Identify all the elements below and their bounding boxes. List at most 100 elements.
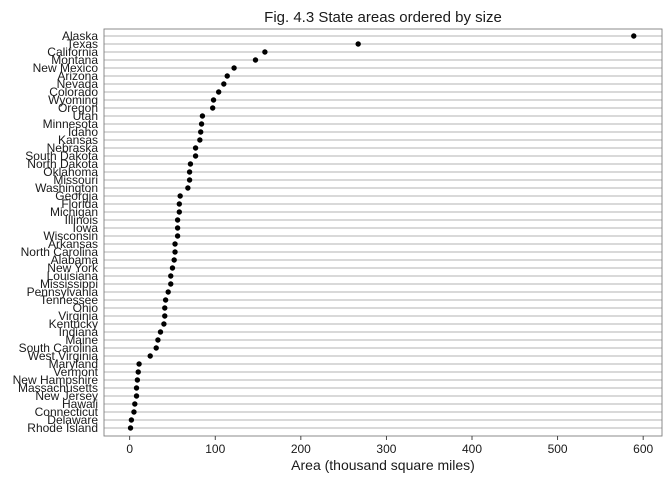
y-tick-label: Colorado <box>49 85 98 99</box>
data-point <box>136 361 142 367</box>
data-point <box>176 209 183 215</box>
data-point <box>174 225 181 231</box>
data-point <box>221 81 227 87</box>
y-tick-label: Florida <box>61 197 98 211</box>
y-tick-label: Washington <box>35 181 98 195</box>
data-points <box>127 33 637 431</box>
data-point <box>224 73 230 79</box>
y-tick-label: Illinois <box>65 213 98 227</box>
y-tick-label: Texas <box>67 37 98 51</box>
y-tick-label: Hawaii <box>62 397 98 411</box>
data-point <box>174 233 181 239</box>
grid-layer <box>104 35 662 429</box>
data-point <box>147 353 153 359</box>
data-point <box>162 297 169 303</box>
x-tick-label: 500 <box>548 442 568 456</box>
y-tick-label: Louisiana <box>47 269 99 283</box>
data-point <box>177 193 183 199</box>
data-point <box>133 385 140 391</box>
data-point <box>153 345 159 351</box>
y-tick-label: New Hampshire <box>13 373 99 387</box>
data-point <box>174 217 181 223</box>
data-point <box>209 105 216 111</box>
data-point <box>165 289 171 295</box>
y-tick-label: Arizona <box>57 69 98 83</box>
y-tick-label: Kansas <box>58 133 98 147</box>
data-point <box>132 401 138 407</box>
data-point <box>157 329 164 335</box>
y-tick-label: Minnesota <box>43 117 99 131</box>
data-point <box>192 145 199 151</box>
data-point <box>128 417 135 423</box>
x-tick-label: 0 <box>126 442 133 456</box>
data-point <box>355 41 361 47</box>
y-tick-label: Massachusetts <box>18 381 98 395</box>
x-tick-label: 600 <box>633 442 653 456</box>
y-tick-label: Oregon <box>58 101 98 115</box>
y-tick-label: Oklahoma <box>43 165 98 179</box>
data-point <box>127 425 134 431</box>
y-tick-label: Wyoming <box>48 93 98 107</box>
y-tick-label: Alaska <box>62 29 98 43</box>
data-point <box>134 377 141 383</box>
y-tick-label: Maryland <box>49 357 98 371</box>
data-point <box>187 161 194 167</box>
data-point <box>262 49 268 55</box>
y-tick-label: New York <box>47 261 99 275</box>
y-tick-label: South Dakota <box>25 149 98 163</box>
y-tick-label: Vermont <box>53 365 98 379</box>
y-tick-label: West Virginia <box>28 349 99 363</box>
x-tick-label: 400 <box>462 442 482 456</box>
data-point <box>198 121 205 127</box>
data-point <box>176 201 183 207</box>
y-tick-label: Iowa <box>73 221 99 235</box>
y-tick-label: North Carolina <box>21 245 99 259</box>
data-point <box>168 281 174 287</box>
data-point <box>172 249 178 255</box>
data-point <box>131 409 137 415</box>
data-point <box>199 113 206 119</box>
y-tick-label: Utah <box>73 109 98 123</box>
y-tick-label: North Dakota <box>27 157 98 171</box>
y-tick-label: Indiana <box>59 325 99 339</box>
data-point <box>162 313 168 319</box>
plot-panel <box>103 28 663 437</box>
data-point <box>135 369 141 375</box>
data-point <box>231 65 237 71</box>
data-point <box>162 305 168 311</box>
y-tick-label: Mississippi <box>40 277 98 291</box>
y-tick-label: Wisconsin <box>43 229 98 243</box>
data-point <box>215 89 222 95</box>
x-tick-label: 100 <box>205 442 225 456</box>
data-point <box>631 33 637 39</box>
x-axis: 0 100 200 300 400 500 600 <box>126 436 654 456</box>
data-point <box>192 153 199 159</box>
y-tick-label: New Jersey <box>35 389 98 403</box>
data-point <box>197 137 203 143</box>
y-tick-label: Arkansas <box>48 237 98 251</box>
y-tick-label: Kentucky <box>49 317 98 331</box>
y-tick-label: Missouri <box>53 173 98 187</box>
x-axis-title: Area (thousand square miles) <box>291 457 475 473</box>
y-tick-label: Montana <box>51 53 98 67</box>
y-tick-label: Pennsylvania <box>27 285 99 299</box>
y-tick-label: California <box>47 45 98 59</box>
data-point <box>172 241 178 247</box>
data-point <box>168 273 174 279</box>
y-tick-label: New Mexico <box>33 61 99 75</box>
y-tick-label: Connecticut <box>35 405 99 419</box>
data-point <box>185 185 191 191</box>
y-tick-label: Ohio <box>73 301 99 315</box>
y-tick-label: Tennessee <box>40 293 98 307</box>
y-tick-label: Nevada <box>57 77 99 91</box>
y-tick-label: South Carolina <box>19 341 99 355</box>
chart-title: Fig. 4.3 State areas ordered by size <box>264 9 502 26</box>
y-tick-label: Maine <box>65 333 98 347</box>
data-point <box>161 321 167 327</box>
y-tick-label: Michigan <box>50 205 98 219</box>
data-point <box>186 169 193 175</box>
data-point <box>133 393 140 399</box>
